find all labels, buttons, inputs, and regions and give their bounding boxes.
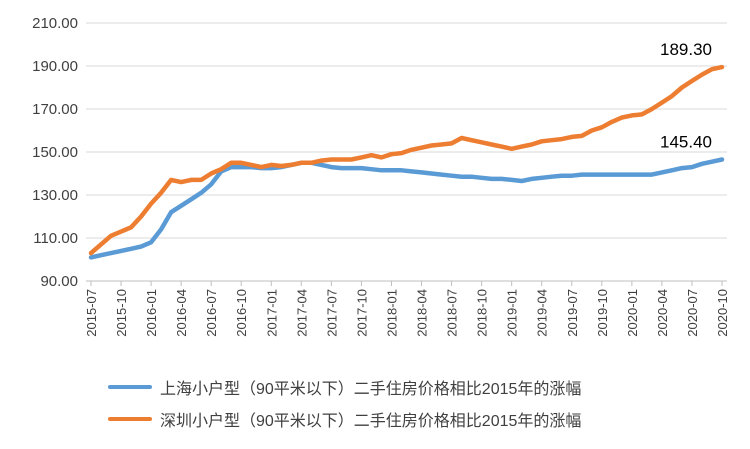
y-tick-label: 130.00: [32, 187, 78, 204]
x-tick-label: 2020-01: [625, 289, 640, 337]
x-tick-label: 2019-04: [535, 289, 550, 337]
x-tick-label: 2016-10: [234, 289, 249, 337]
y-tick-label: 90.00: [40, 273, 78, 290]
legend-label-shenzhen: 深圳小户型（90平米以下）二手住房价格相比2015年的涨幅: [160, 413, 582, 430]
x-tick-label: 2018-10: [475, 289, 490, 337]
x-tick-label: 2016-01: [144, 289, 159, 337]
gridlines: [86, 22, 727, 282]
series-lines: [88, 64, 725, 260]
y-tick-label: 190.00: [32, 58, 78, 75]
x-tick-label: 2017-10: [354, 289, 369, 337]
x-axis: 2015-07 2015-10 2016-01 2016-04 2016-07 2016-…: [84, 280, 730, 337]
data-labels: 145.40 189.30: [660, 40, 712, 151]
y-tick-label: 170.00: [32, 101, 78, 118]
x-tick-label: 2015-07: [84, 289, 99, 337]
series-line-shanghai: [88, 157, 725, 260]
legend-swatch-shanghai: [108, 385, 152, 389]
x-tick-label: 2019-01: [505, 289, 520, 337]
x-tick-label: 2015-10: [114, 289, 129, 337]
legend-swatch-shenzhen: [108, 417, 152, 421]
x-tick-label: 2017-01: [264, 289, 279, 337]
series-line-shenzhen: [88, 64, 725, 256]
x-tick-label: 2017-04: [294, 289, 309, 337]
x-tick-label: 2016-07: [204, 289, 219, 337]
data-label-shenzhen: 189.30: [660, 40, 712, 59]
x-tick-label: 2017-07: [324, 289, 339, 337]
legend: 上海小户型（90平米以下）二手住房价格相比2015年的涨幅 深圳小户型（90平米…: [108, 376, 581, 440]
legend-label-shanghai: 上海小户型（90平米以下）二手住房价格相比2015年的涨幅: [160, 381, 582, 398]
legend-item-shenzhen: 深圳小户型（90平米以下）二手住房价格相比2015年的涨幅: [108, 408, 581, 430]
x-tick-label: 2016-04: [174, 289, 189, 337]
x-tick-label: 2020-10: [715, 289, 730, 337]
x-tick-label: 2018-01: [384, 289, 399, 337]
x-tick-label: 2018-07: [445, 289, 460, 337]
y-tick-label: 210.00: [32, 15, 78, 32]
y-tick-label: 110.00: [33, 230, 78, 247]
y-axis-ticks: 90.00 110.00 130.00 150.00 170.00 190.00 210.0…: [32, 15, 78, 290]
x-tick-label: 2019-10: [595, 289, 610, 337]
x-tick-label: 2020-04: [655, 289, 670, 337]
x-tick-label: 2020-07: [685, 289, 700, 337]
x-tick-label: 2018-04: [415, 289, 430, 337]
legend-item-shanghai: 上海小户型（90平米以下）二手住房价格相比2015年的涨幅: [108, 376, 581, 398]
data-label-shanghai: 145.40: [660, 133, 712, 152]
y-tick-label: 150.00: [32, 144, 78, 161]
x-tick-label: 2019-07: [565, 289, 580, 337]
